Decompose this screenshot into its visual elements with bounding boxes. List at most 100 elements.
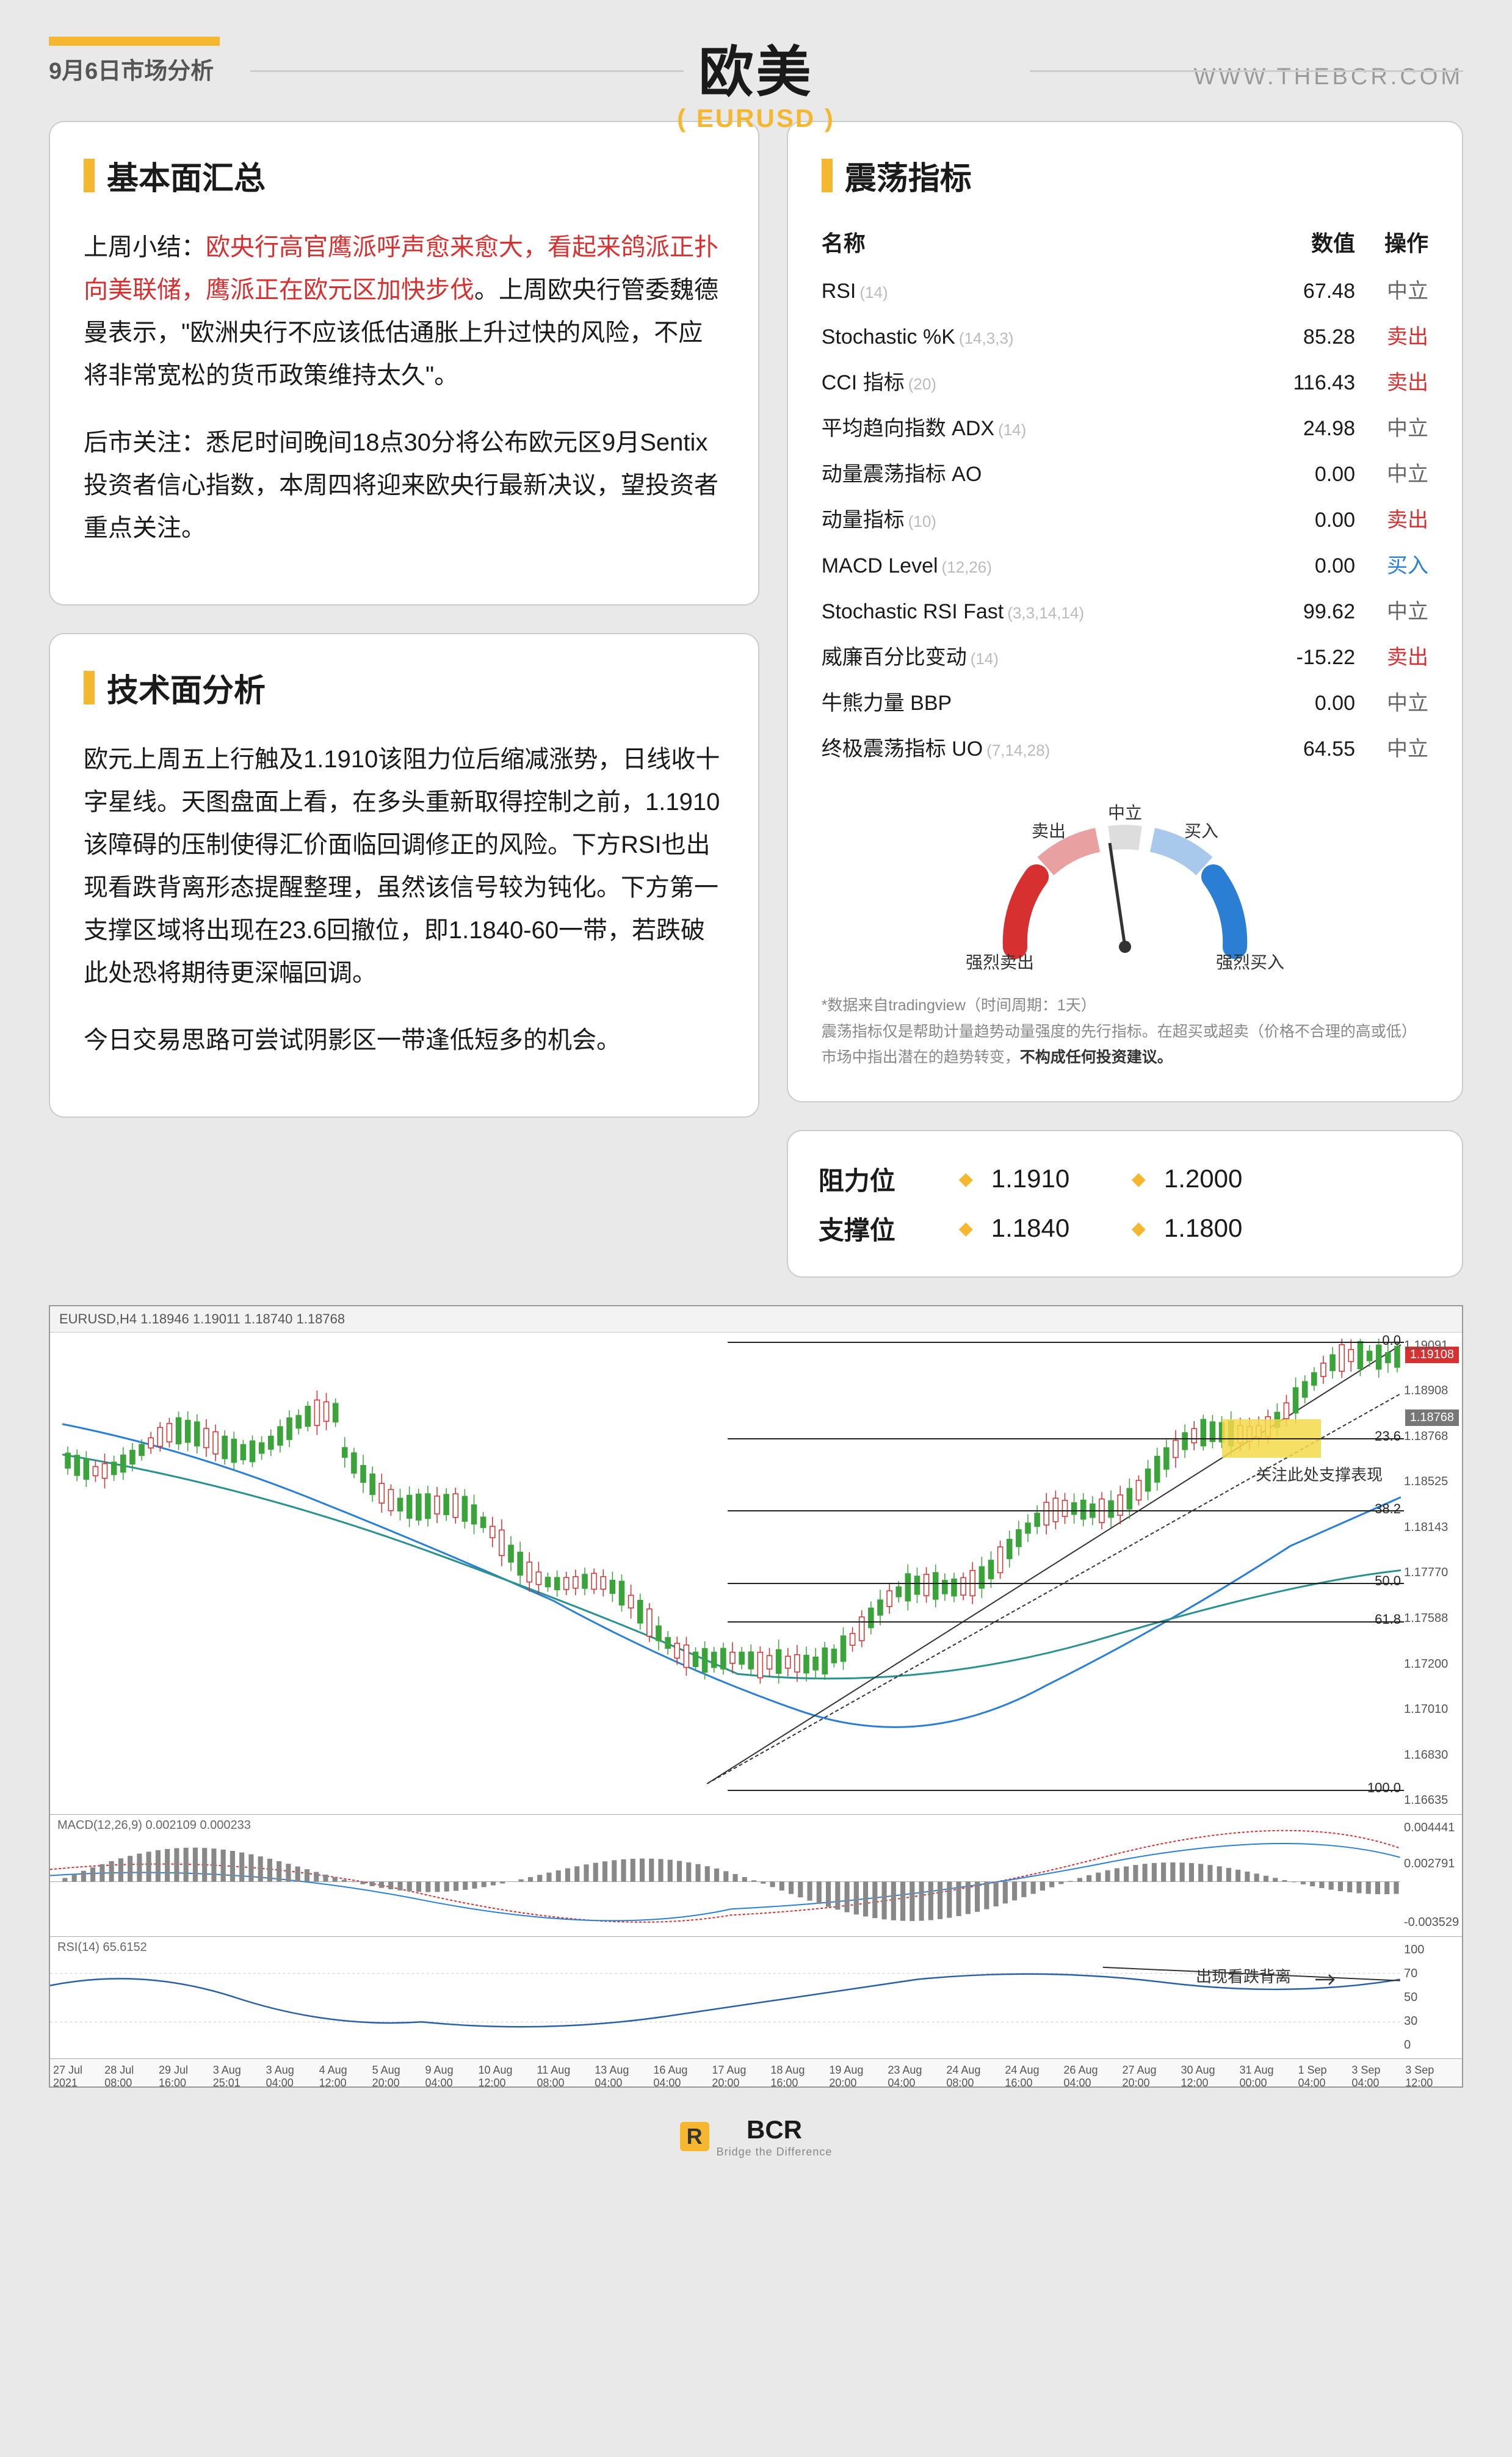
axis-tick: 16 Aug 04:00 xyxy=(653,2064,712,2082)
logo-icon: R xyxy=(680,2122,709,2151)
axis-tick: 3 Aug 25:01 xyxy=(213,2064,266,2082)
axis-tick: 11 Aug 08:00 xyxy=(537,2064,595,2082)
annotation-support: 关注此处支撑表现 xyxy=(1256,1463,1383,1485)
oscillators-card: 震荡指标 名称 数值 操作 RSI(14) 67.48 中立Stochastic… xyxy=(787,121,1463,1102)
level-value: 1.2000 xyxy=(1164,1164,1286,1193)
indicator-action: 中立 xyxy=(1355,732,1428,762)
disclaimer: *数据来自tradingview（时间周期：1天） 震荡指标仅是帮助计量趋势动量… xyxy=(822,993,1428,1071)
fib-label: 38.2 xyxy=(1375,1501,1401,1517)
bullet-icon: ◆ xyxy=(1132,1168,1146,1190)
divider xyxy=(1030,70,1463,72)
level-label: 阻力位 xyxy=(819,1160,941,1198)
axis-tick: 1.18908 xyxy=(1404,1384,1459,1398)
axis-tick: 3 Sep 12:00 xyxy=(1405,2064,1459,2082)
indicator-name: MACD Level(12,26) xyxy=(822,554,1257,578)
axis-tick: 23 Aug 04:00 xyxy=(888,2064,946,2082)
x-axis: 27 Jul 202128 Jul 08:0029 Jul 16:003 Aug… xyxy=(50,2059,1462,2086)
paragraph: 今日交易思路可尝试阴影区一带逢低短多的机会。 xyxy=(84,1019,725,1062)
axis-tick: 70 xyxy=(1404,1967,1459,1981)
candle-area xyxy=(62,1339,1401,1808)
svg-text:卖出: 卖出 xyxy=(1032,822,1066,841)
fib-label: 50.0 xyxy=(1375,1573,1401,1589)
chart-main-panel: 关注此处支撑表现 0.023.638.250.061.8100.0 1.1910… xyxy=(50,1333,1462,1815)
axis-tick: 1.17010 xyxy=(1404,1703,1459,1717)
axis-tick: 13 Aug 04:00 xyxy=(595,2064,653,2082)
bullet-icon: ◆ xyxy=(959,1168,973,1190)
card-title: 基本面汇总 xyxy=(84,153,725,198)
indicator-name: Stochastic RSI Fast(3,3,14,14) xyxy=(822,600,1257,624)
axis-tick: 10 Aug 12:00 xyxy=(478,2064,537,2082)
rsi-svg xyxy=(50,1937,1462,2058)
axis-tick: 1.19091 xyxy=(1404,1339,1459,1353)
indicator-name: 威廉百分比变动(14) xyxy=(822,640,1257,670)
bullet-icon: ◆ xyxy=(959,1218,973,1239)
fundamental-body: 上周小结：欧央行高官鹰派呼声愈来愈大，看起来鸽派正扑向美联储，鹰派正在欧元区加快… xyxy=(84,226,725,549)
axis-tick: 17 Aug 20:00 xyxy=(712,2064,770,2082)
axis-tick: 4 Aug 12:00 xyxy=(319,2064,372,2082)
indicator-value: 0.00 xyxy=(1257,554,1355,578)
disclaimer-lead: *数据来自tradingview（时间周期：1天） xyxy=(822,993,1428,1019)
axis-tick: 28 Jul 08:00 xyxy=(104,2064,159,2082)
indicator-action: 买入 xyxy=(1355,549,1428,579)
footer: R BCR Bridge the Difference xyxy=(49,2115,1463,2158)
lead: 上周小结： xyxy=(84,234,206,261)
fib-line xyxy=(728,1621,1404,1623)
indicator-action: 卖出 xyxy=(1355,320,1428,350)
annotation-divergence: 出现看跌背离 xyxy=(1196,1964,1291,1987)
gauge-svg: 中立 卖出 买入 强烈卖出 强烈买入 xyxy=(957,788,1293,977)
axis-tick: -0.003529 xyxy=(1404,1916,1459,1930)
technical-card: 技术面分析 欧元上周五上行触及1.1910该阻力位后缩减涨势，日线收十字星线。天… xyxy=(49,633,759,1118)
axis-tick: 1.17588 xyxy=(1404,1612,1459,1626)
left-column: 基本面汇总 上周小结：欧央行高官鹰派呼声愈来愈大，看起来鸽派正扑向美联储，鹰派正… xyxy=(49,121,759,1278)
axis-tick: 1.16635 xyxy=(1404,1793,1459,1807)
axis-tick: 1.18768 xyxy=(1404,1430,1459,1444)
indicator-value: 64.55 xyxy=(1257,737,1355,761)
axis-tick: 24 Aug 08:00 xyxy=(946,2064,1005,2082)
chart-ticker: EURUSD,H4 1.18946 1.19011 1.18740 1.1876… xyxy=(50,1306,1462,1333)
axis-tick: 31 Aug 00:00 xyxy=(1239,2064,1298,2082)
title-text: 震荡指标 xyxy=(845,153,972,198)
indicator-value: -15.22 xyxy=(1257,646,1355,670)
chart-macd-panel: MACD(12,26,9) 0.002109 0.000233 0.004441… xyxy=(50,1815,1462,1937)
axis-tick: 1.17770 xyxy=(1404,1566,1459,1580)
level-value: 1.1910 xyxy=(991,1164,1113,1193)
table-row: 牛熊力量 BBP 0.00 中立 xyxy=(822,678,1428,724)
indicator-param: (14) xyxy=(971,650,999,668)
y-axis-macd: 0.0044410.002791-0.003529 xyxy=(1404,1815,1459,1936)
axis-tick: 0 xyxy=(1404,2038,1459,2052)
y-axis-main: 1.190911.189081.187681.185251.181431.177… xyxy=(1404,1333,1459,1814)
right-column: 震荡指标 名称 数值 操作 RSI(14) 67.48 中立Stochastic… xyxy=(787,121,1463,1278)
table-row: CCI 指标(20) 116.43 卖出 xyxy=(822,358,1428,403)
paragraph: 后市关注：悉尼时间晚间18点30分将公布欧元区9月Sentix投资者信心指数，本… xyxy=(84,421,725,549)
table-row: Stochastic %K(14,3,3) 85.28 卖出 xyxy=(822,312,1428,358)
axis-tick: 1.17200 xyxy=(1404,1657,1459,1671)
axis-tick: 3 Sep 04:00 xyxy=(1351,2064,1405,2082)
indicator-action: 卖出 xyxy=(1355,640,1428,670)
table-row: RSI(14) 67.48 中立 xyxy=(822,266,1428,312)
indicator-value: 0.00 xyxy=(1257,463,1355,487)
axis-tick: 1.18525 xyxy=(1404,1475,1459,1489)
indicator-param: (20) xyxy=(908,375,936,393)
axis-tick: 50 xyxy=(1404,1991,1459,2005)
fib-line xyxy=(728,1790,1404,1791)
fib-line xyxy=(728,1510,1404,1511)
date-text: 9月6日市场分析 xyxy=(49,59,214,84)
fib-label: 61.8 xyxy=(1375,1612,1401,1627)
indicator-param: (14) xyxy=(859,283,888,302)
svg-text:中立: 中立 xyxy=(1108,803,1142,822)
card-title: 技术面分析 xyxy=(84,665,725,711)
col-action: 操作 xyxy=(1355,226,1428,258)
indicator-value: 116.43 xyxy=(1257,371,1355,395)
title-block: 欧美 ( EURUSD ) xyxy=(677,27,835,133)
table-row: 动量指标(10) 0.00 卖出 xyxy=(822,495,1428,541)
levels-card: 阻力位 ◆ 1.1910 ◆ 1.2000 支撑位 ◆ 1.1840 ◆ 1.1… xyxy=(787,1130,1463,1278)
divider xyxy=(250,70,684,72)
fib-line xyxy=(728,1583,1404,1584)
table-row: MACD Level(12,26) 0.00 买入 xyxy=(822,541,1428,587)
paragraph: 欧元上周五上行触及1.1910该阻力位后缩减涨势，日线收十字星线。天图盘面上看，… xyxy=(84,738,725,994)
indicator-value: 85.28 xyxy=(1257,325,1355,349)
title-symbol: ( EURUSD ) xyxy=(677,104,835,133)
axis-tick: 9 Aug 04:00 xyxy=(425,2064,479,2082)
accent-bar xyxy=(84,671,95,704)
fib-label: 23.6 xyxy=(1375,1428,1401,1444)
